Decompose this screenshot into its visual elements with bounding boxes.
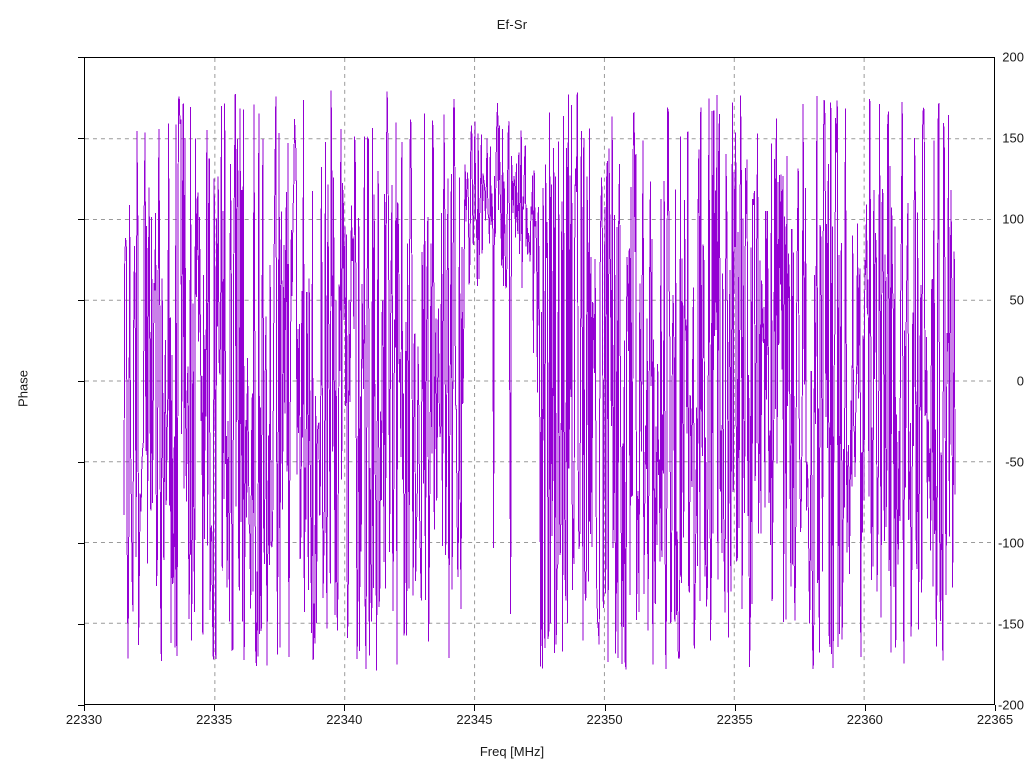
x-tick-label: 22365 (976, 712, 1014, 727)
x-tick-mark (214, 705, 216, 711)
x-tick-mark (734, 705, 736, 711)
phase-line (123, 90, 956, 671)
x-tick-label: 22355 (716, 712, 753, 727)
y-axis-label: Phase (15, 370, 31, 407)
x-tick-mark (604, 705, 606, 711)
plot-area (84, 57, 995, 705)
x-tick-label: 22360 (846, 712, 883, 727)
x-tick-mark (864, 705, 866, 711)
x-tick-label: 22330 (65, 712, 103, 727)
x-tick-mark (474, 705, 476, 711)
x-tick-label: 22340 (326, 712, 363, 727)
x-tick-mark (995, 705, 996, 711)
chart-title: Ef-Sr (496, 17, 528, 32)
phase-trace (123, 90, 956, 671)
x-tick-mark (344, 705, 346, 711)
x-tick-label: 22335 (196, 712, 233, 727)
x-tick-label: 22350 (586, 712, 623, 727)
x-axis-label: Freq [MHz] (479, 744, 545, 759)
x-tick-mark (84, 705, 85, 711)
x-tick-label: 22345 (456, 712, 493, 727)
y-tick-mark (78, 705, 84, 706)
